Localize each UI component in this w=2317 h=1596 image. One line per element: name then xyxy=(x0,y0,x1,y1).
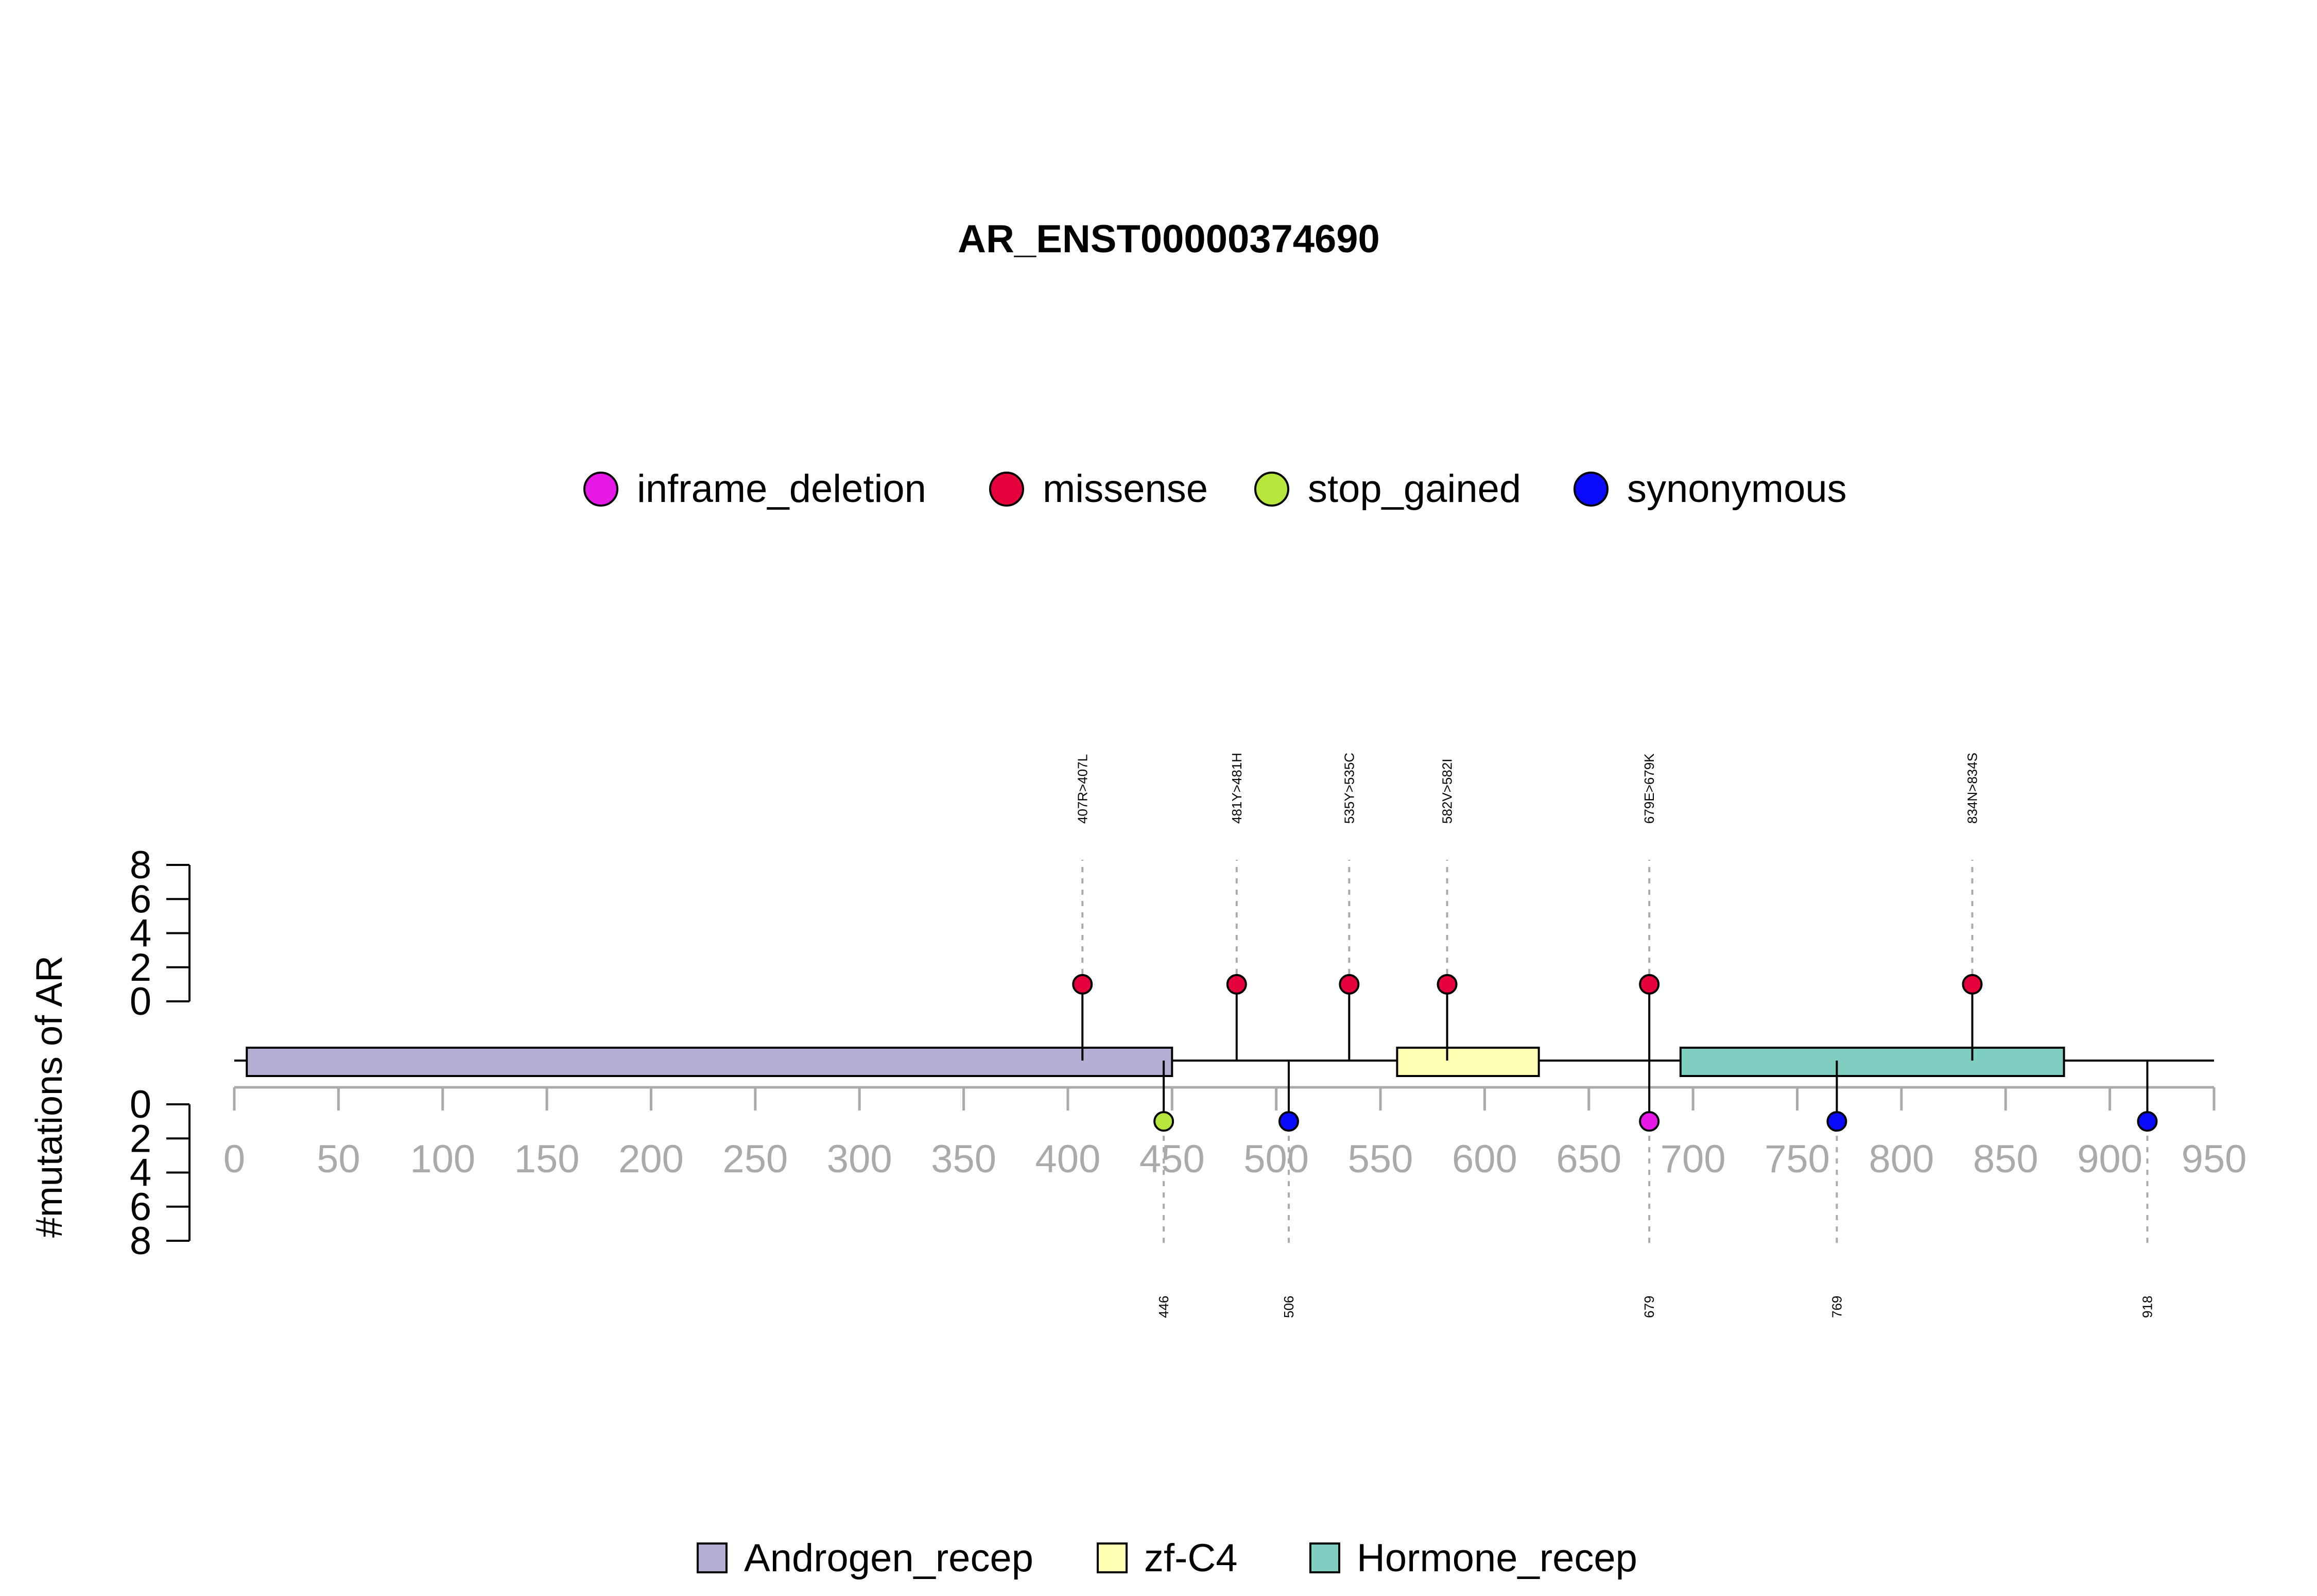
x-tick-label: 200 xyxy=(618,1137,684,1181)
upper-mutation-label: 407R>407L xyxy=(1075,754,1090,824)
lower-mutation-point xyxy=(1153,1111,1174,1132)
x-tick-label: 150 xyxy=(514,1137,580,1181)
legend-marker-inframe_deletion xyxy=(583,472,618,507)
domain-Hormone_recep xyxy=(1679,1047,2065,1077)
chart-title: AR_ENST00000374690 xyxy=(958,217,1380,261)
upper-y-tick-label: 2 xyxy=(130,946,151,990)
domain-Androgen_recep xyxy=(246,1047,1173,1077)
lower-mutation-point xyxy=(1826,1111,1847,1132)
upper-mutation-point xyxy=(1437,974,1458,995)
x-tick-label: 300 xyxy=(827,1137,892,1181)
x-tick-label: 350 xyxy=(931,1137,996,1181)
domain-legend-swatch-zf-C4 xyxy=(1097,1542,1128,1573)
upper-mutation-label: 535Y>535C xyxy=(1341,753,1357,824)
x-tick-label: 600 xyxy=(1452,1137,1517,1181)
x-tick-label: 900 xyxy=(2077,1137,2142,1181)
x-axis: 0 50 100 150 200 250 300 350 400 450 500 550 600 650 7… xyxy=(223,1086,2247,1181)
domain-zf-C4 xyxy=(1396,1047,1540,1077)
lower-mutation-point xyxy=(1278,1111,1299,1132)
x-tick-label: 450 xyxy=(1139,1137,1205,1181)
domain-legend-swatch-Hormone_recep xyxy=(1309,1542,1340,1573)
x-tick-label: 950 xyxy=(2182,1137,2247,1181)
lower-y-tick-label: 4 xyxy=(130,1151,151,1195)
lower-mutation-label: 446 xyxy=(1156,1296,1171,1318)
mutation-lollipops: 407R>407L 481Y>481H 535Y>535C 582V>582I 679E… xyxy=(1072,753,2158,1318)
domain-legend: Androgen_recep zf-C4 Hormone_recep xyxy=(697,1536,1637,1580)
lower-mutation-point xyxy=(2137,1111,2158,1132)
legend-marker-missense xyxy=(989,472,1024,507)
mutation-type-legend: inframe_deletion missense stop_gained synon… xyxy=(583,467,1847,511)
lower-y-tick-label: 0 xyxy=(130,1083,151,1126)
protein-domains xyxy=(246,1047,2065,1077)
x-tick-label: 100 xyxy=(410,1137,475,1181)
legend-label-inframe_deletion: inframe_deletion xyxy=(637,467,926,511)
x-tick-label: 250 xyxy=(722,1137,788,1181)
domain-legend-label-Hormone_recep: Hormone_recep xyxy=(1357,1536,1637,1580)
x-tick-label: 850 xyxy=(1973,1137,2038,1181)
upper-mutation-point xyxy=(1339,974,1360,995)
upper-mutation-label: 679E>679K xyxy=(1641,753,1657,824)
lower-y-tick-label: 2 xyxy=(130,1117,151,1160)
x-tick-label: 0 xyxy=(223,1137,245,1181)
lower-mutation-label: 769 xyxy=(1829,1296,1844,1318)
upper-y-tick-label: 0 xyxy=(130,980,151,1023)
legend-label-synonymous: synonymous xyxy=(1627,467,1847,511)
legend-marker-synonymous xyxy=(1574,472,1609,507)
domain-legend-swatch-Androgen_recep xyxy=(697,1542,728,1573)
x-tick-label: 400 xyxy=(1035,1137,1101,1181)
y-axis-label: #mutations of AR xyxy=(29,956,70,1238)
upper-y-tick-label: 8 xyxy=(130,843,151,887)
lower-mutation-point xyxy=(1639,1111,1660,1132)
upper-mutation-point xyxy=(1639,974,1660,995)
legend-label-stop_gained: stop_gained xyxy=(1308,467,1521,511)
lower-mutation-label: 506 xyxy=(1281,1296,1296,1318)
legend-marker-stop_gained xyxy=(1254,472,1289,507)
x-tick-label: 800 xyxy=(1869,1137,1934,1181)
lower-mutation-label: 679 xyxy=(1641,1296,1657,1318)
x-tick-label: 500 xyxy=(1243,1137,1309,1181)
upper-mutation-point xyxy=(1962,974,1983,995)
legend-label-missense: missense xyxy=(1043,467,1208,511)
lower-mutation-label: 918 xyxy=(2139,1296,2155,1318)
domain-legend-label-Androgen_recep: Androgen_recep xyxy=(744,1536,1033,1580)
upper-mutation-label: 582V>582I xyxy=(1440,758,1455,824)
upper-y-tick-label: 6 xyxy=(130,877,151,921)
upper-mutation-point xyxy=(1226,974,1247,995)
upper-mutation-point xyxy=(1072,974,1093,995)
upper-mutation-label: 481Y>481H xyxy=(1229,753,1244,824)
x-tick-label: 750 xyxy=(1765,1137,1830,1181)
x-tick-label: 50 xyxy=(317,1137,360,1181)
x-tick-label: 550 xyxy=(1348,1137,1413,1181)
upper-y-tick-label: 4 xyxy=(130,912,151,956)
lower-y-tick-label: 8 xyxy=(130,1219,151,1263)
x-tick-label: 700 xyxy=(1661,1137,1726,1181)
x-tick-label: 650 xyxy=(1556,1137,1621,1181)
lower-y-tick-label: 6 xyxy=(130,1185,151,1229)
domain-legend-label-zf-C4: zf-C4 xyxy=(1144,1536,1238,1580)
upper-mutation-label: 834N>834S xyxy=(1965,753,1980,824)
